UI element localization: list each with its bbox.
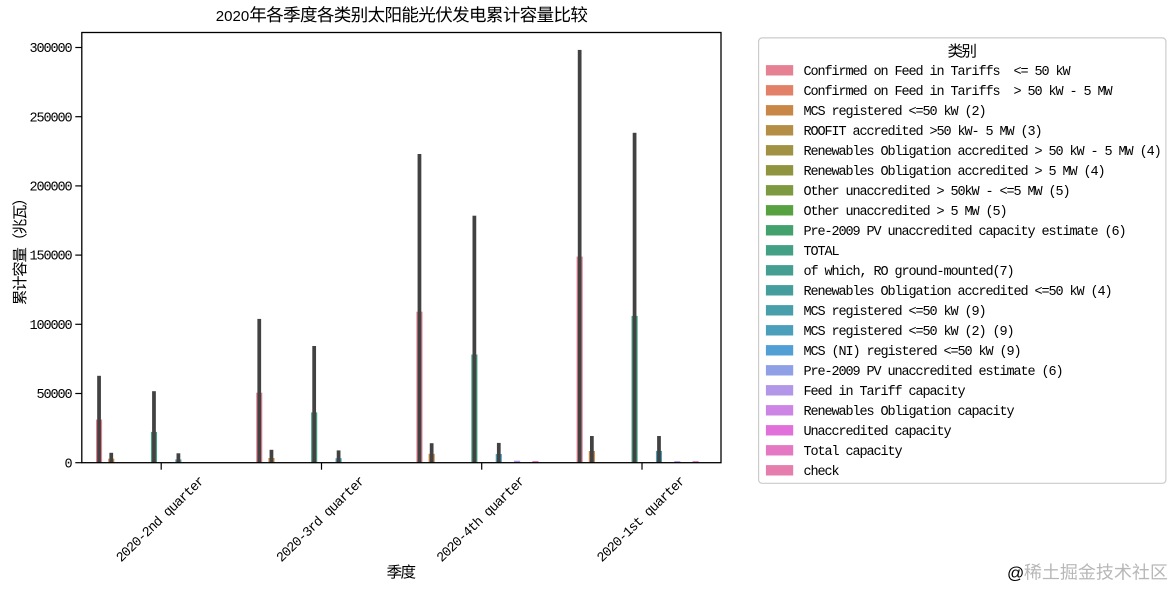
svg-text:Unaccredited capacity: Unaccredited capacity (804, 425, 952, 440)
svg-text:Pre-2009 PV unaccredited capac: Pre-2009 PV unaccredited capacity estima… (804, 225, 1126, 240)
svg-text:Feed in Tariff capacity: Feed in Tariff capacity (804, 385, 966, 400)
svg-text:Renewables Obligation accredit: Renewables Obligation accredited <=50 kW… (804, 285, 1112, 300)
svg-text:Confirmed on Feed in Tariffs: Confirmed on Feed in Tariffs <= 50 kW (804, 65, 1072, 80)
svg-text:100000: 100000 (29, 319, 72, 334)
svg-text:250000: 250000 (29, 111, 72, 126)
svg-text:2020: 2020 (216, 8, 249, 25)
svg-text:MCS registered <=50 kW (2) (9): MCS registered <=50 kW (2) (9) (804, 325, 1014, 340)
svg-text:50000: 50000 (36, 388, 72, 403)
svg-text:Other unaccredited > 50kW - <=: Other unaccredited > 50kW - <=5 MW (5) (804, 185, 1070, 200)
svg-text:0: 0 (64, 457, 72, 472)
svg-text:MCS registered <=50 kW (9): MCS registered <=50 kW (9) (804, 305, 986, 320)
svg-text:150000: 150000 (29, 250, 72, 265)
svg-text:ROOFIT accredited >50 kW- 5 MW: ROOFIT accredited >50 kW- 5 MW (3) (804, 125, 1042, 140)
svg-text:Renewables Obligation accredit: Renewables Obligation accredited > 50 kW… (804, 145, 1161, 160)
svg-text:@: @ (1007, 564, 1024, 583)
svg-text:TOTAL: TOTAL (804, 245, 840, 260)
svg-text:of which, RO ground-mounted(7): of which, RO ground-mounted(7) (804, 265, 1014, 280)
svg-text:300000: 300000 (29, 42, 72, 57)
svg-text:Renewables Obligation accredit: Renewables Obligation accredited > 5 MW … (804, 165, 1105, 180)
svg-text:200000: 200000 (29, 181, 72, 196)
svg-text:Pre-2009 PV unaccredited estim: Pre-2009 PV unaccredited estimate (6) (804, 365, 1063, 380)
svg-text:Confirmed on Feed in Tariffs: Confirmed on Feed in Tariffs > 50 kW - 5… (804, 85, 1114, 100)
svg-text:Renewables Obligation capacity: Renewables Obligation capacity (804, 405, 1015, 420)
svg-text:MCS registered <=50 kW (2): MCS registered <=50 kW (2) (804, 105, 986, 120)
svg-text:Total capacity: Total capacity (804, 445, 903, 460)
svg-text:check: check (804, 465, 840, 480)
svg-text:MCS (NI) registered <=50 kW (9: MCS (NI) registered <=50 kW (9) (804, 345, 1021, 360)
svg-text:Other unaccredited > 5 MW (5): Other unaccredited > 5 MW (5) (804, 205, 1007, 220)
